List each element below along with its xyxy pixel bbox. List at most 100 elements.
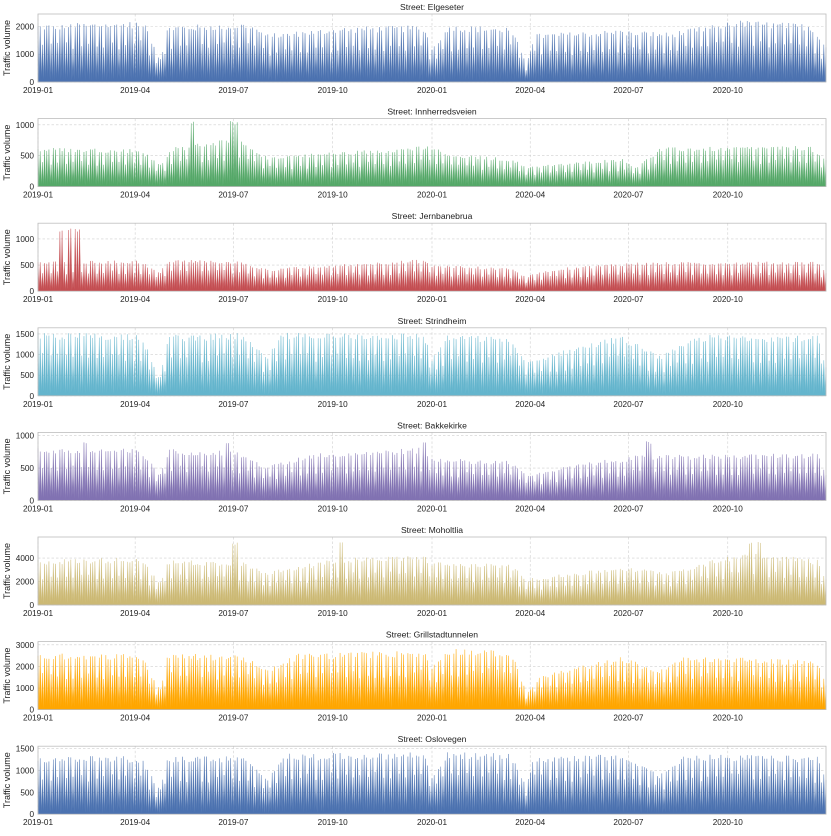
y-tick-label: 2000 — [16, 662, 35, 671]
plot-frame — [37, 13, 827, 83]
x-tick-label: 2019-07 — [218, 609, 248, 618]
y-axis-label: Traffic volume — [2, 438, 12, 494]
x-tick-label: 2020-10 — [713, 86, 743, 95]
x-tick-label: 2020-07 — [613, 86, 643, 95]
y-tick-label: 0 — [29, 78, 34, 87]
x-tick-label: 2019-10 — [318, 86, 348, 95]
x-tick-label: 2019-07 — [218, 295, 248, 304]
x-tick-label: 2019-04 — [120, 191, 150, 200]
subplot-7: 0 1000 2000 3000 2019-01 2019-04 2019-07 2019-1… — [2, 630, 827, 723]
x-tick-label: 2020-07 — [613, 504, 643, 513]
x-tick-label: 2019-07 — [218, 86, 248, 95]
y-axis-label: Traffic volume — [2, 752, 12, 808]
x-tick-label: 2020-10 — [713, 818, 743, 827]
y-tick-label: 500 — [20, 261, 34, 270]
x-tick-label: 2020-10 — [713, 714, 743, 723]
subplot-title: Street: Strindheim — [398, 316, 467, 326]
y-tick-label: 4000 — [16, 554, 35, 563]
series-area-strindheim — [37, 332, 827, 396]
x-tick-label: 2019-01 — [23, 295, 53, 304]
series-area-moholtlia — [37, 542, 827, 606]
x-tick-label: 2019-07 — [218, 400, 248, 409]
y-tick-label: 3000 — [16, 641, 35, 650]
y-tick-label: 0 — [29, 810, 34, 819]
x-tick-label: 2019-07 — [218, 818, 248, 827]
x-tick-label: 2020-10 — [713, 295, 743, 304]
y-axis-label: Traffic volume — [2, 334, 12, 390]
y-axis-label: Traffic volume — [2, 543, 12, 599]
x-tick-label: 2020-07 — [613, 609, 643, 618]
y-tick-label: 1000 — [16, 684, 35, 693]
x-tick-label: 2020-10 — [713, 400, 743, 409]
subplot-1: 0 1000 2000 2019-01 2019-04 2019-07 2019-10 202… — [2, 2, 827, 95]
y-tick-label: 1000 — [16, 351, 35, 360]
x-tick-label: 2020-04 — [515, 295, 545, 304]
y-tick-label: 1000 — [16, 121, 35, 130]
x-tick-label: 2020-01 — [417, 86, 447, 95]
y-tick-label: 1000 — [16, 432, 35, 441]
x-tick-label: 2020-07 — [613, 191, 643, 200]
x-tick-label: 2020-07 — [613, 714, 643, 723]
x-tick-label: 2020-01 — [417, 400, 447, 409]
y-axis-label: Traffic volume — [2, 648, 12, 704]
x-tick-label: 2019-01 — [23, 818, 53, 827]
y-tick-label: 500 — [20, 788, 34, 797]
x-tick-label: 2020-07 — [613, 400, 643, 409]
y-tick-label: 0 — [29, 183, 34, 192]
y-tick-label: 500 — [20, 371, 34, 380]
x-tick-label: 2019-04 — [120, 714, 150, 723]
x-tick-label: 2020-10 — [713, 504, 743, 513]
plot-frame — [37, 222, 827, 292]
subplot-title: Street: Bakkekirke — [397, 420, 467, 430]
subplot-title: Street: Jernbanebrua — [392, 211, 473, 221]
y-tick-label: 1500 — [16, 330, 35, 339]
x-tick-label: 2019-10 — [318, 609, 348, 618]
x-tick-label: 2019-01 — [23, 191, 53, 200]
series-area-oslovegen — [37, 752, 827, 815]
y-tick-label: 2000 — [16, 22, 35, 31]
y-tick-label: 500 — [20, 464, 34, 473]
plot-frame — [37, 641, 827, 710]
x-tick-label: 2019-10 — [318, 400, 348, 409]
x-tick-label: 2019-01 — [23, 609, 53, 618]
x-tick-label: 2019-04 — [120, 818, 150, 827]
subplot-title: Street: Innherredsveien — [387, 107, 477, 117]
x-tick-label: 2019-01 — [23, 504, 53, 513]
x-tick-label: 2019-10 — [318, 504, 348, 513]
plot-frame — [37, 327, 827, 397]
subplot-title: Street: Moholtlia — [401, 525, 463, 535]
y-axis-label: Traffic volume — [2, 229, 12, 285]
x-tick-label: 2020-10 — [713, 191, 743, 200]
y-tick-label: 0 — [29, 392, 34, 401]
y-tick-label: 0 — [29, 287, 34, 296]
subplot-title: Street: Oslovegen — [398, 734, 467, 744]
y-tick-label: 0 — [29, 601, 34, 610]
x-tick-label: 2020-01 — [417, 191, 447, 200]
y-tick-label: 1000 — [16, 235, 35, 244]
subplot-2: 0 500 1000 2019-01 2019-04 2019-07 2019-10 2020… — [2, 107, 827, 200]
x-tick-label: 2020-04 — [515, 714, 545, 723]
subplot-4: 0 500 1000 1500 2019-01 2019-04 2019-07 2019-10… — [2, 316, 827, 409]
series-area-innherredsveien — [37, 121, 827, 187]
y-tick-label: 2000 — [16, 578, 35, 587]
x-tick-label: 2019-01 — [23, 86, 53, 95]
y-tick-label: 1000 — [16, 50, 35, 59]
x-tick-label: 2019-07 — [218, 191, 248, 200]
x-tick-label: 2019-10 — [318, 714, 348, 723]
plot-frame — [37, 745, 827, 815]
x-tick-label: 2019-04 — [120, 609, 150, 618]
x-tick-label: 2020-04 — [515, 609, 545, 618]
x-tick-label: 2020-01 — [417, 504, 447, 513]
x-tick-label: 2019-04 — [120, 295, 150, 304]
x-tick-label: 2020-04 — [515, 86, 545, 95]
y-axis-label: Traffic volume — [2, 125, 12, 181]
series-area-grillstadtunnelen — [37, 649, 827, 710]
x-tick-label: 2019-01 — [23, 714, 53, 723]
subplot-title: Street: Elgeseter — [400, 2, 464, 12]
subplot-6: 0 2000 4000 2019-01 2019-04 2019-07 2019-10 202… — [2, 525, 827, 618]
x-tick-label: 2020-04 — [515, 400, 545, 409]
x-tick-label: 2019-10 — [318, 191, 348, 200]
x-tick-label: 2019-07 — [218, 714, 248, 723]
series-area-bakkekirke — [37, 441, 827, 501]
